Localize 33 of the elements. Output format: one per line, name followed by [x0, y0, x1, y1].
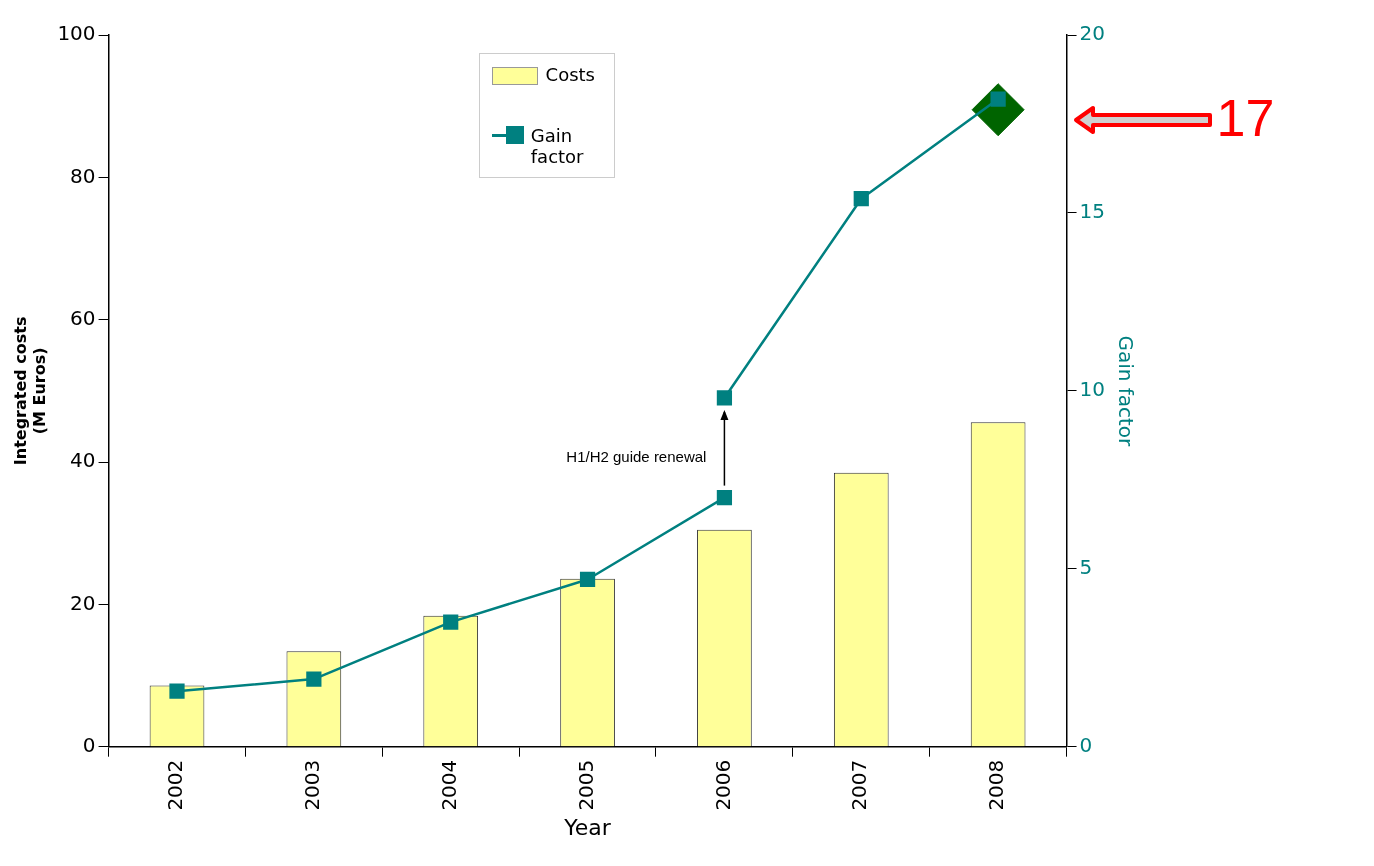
- text: 17: [1216, 87, 1275, 148]
- y-tick-label: 40: [70, 448, 96, 473]
- x-tick-label: 2007: [847, 759, 872, 811]
- x-tick-label: 2002: [163, 759, 188, 811]
- y2-tick-label: 20: [1079, 21, 1105, 46]
- point: [716, 489, 733, 506]
- x-tick-label: 2005: [573, 759, 598, 811]
- x-tick-label: 2006: [710, 759, 735, 811]
- y-axis-title: Integrated costs (M Euros): [10, 316, 49, 466]
- point: [853, 191, 869, 207]
- y-tick-label: 80: [70, 163, 96, 188]
- y2-tick-label: 5: [1079, 554, 1093, 579]
- point: [443, 614, 459, 630]
- legend-label: Gain factor: [530, 125, 585, 167]
- y2-tick-label: 0: [1079, 732, 1093, 757]
- x-axis-title: Year: [563, 814, 612, 840]
- y2-tick-label: 15: [1079, 199, 1105, 224]
- y-tick-label: 60: [70, 305, 96, 330]
- annotation: H1/H2 guide renewal: [566, 447, 707, 465]
- x-tick-label: 2008: [984, 759, 1009, 811]
- y-tick-label: 20: [70, 590, 96, 615]
- x-tick-label: 2004: [436, 759, 461, 811]
- y-tick-label: 0: [82, 732, 96, 757]
- point: [990, 91, 1006, 107]
- y-tick-label: 100: [57, 21, 96, 46]
- point: [579, 571, 596, 588]
- y2-tick-label: 10: [1079, 377, 1105, 402]
- point: [716, 390, 733, 406]
- point: [169, 683, 185, 699]
- legend-label: Costs: [545, 64, 595, 85]
- point: [306, 671, 322, 687]
- y2-axis-title: Gain factor: [1113, 335, 1138, 448]
- x-tick-label: 2003: [300, 759, 325, 811]
